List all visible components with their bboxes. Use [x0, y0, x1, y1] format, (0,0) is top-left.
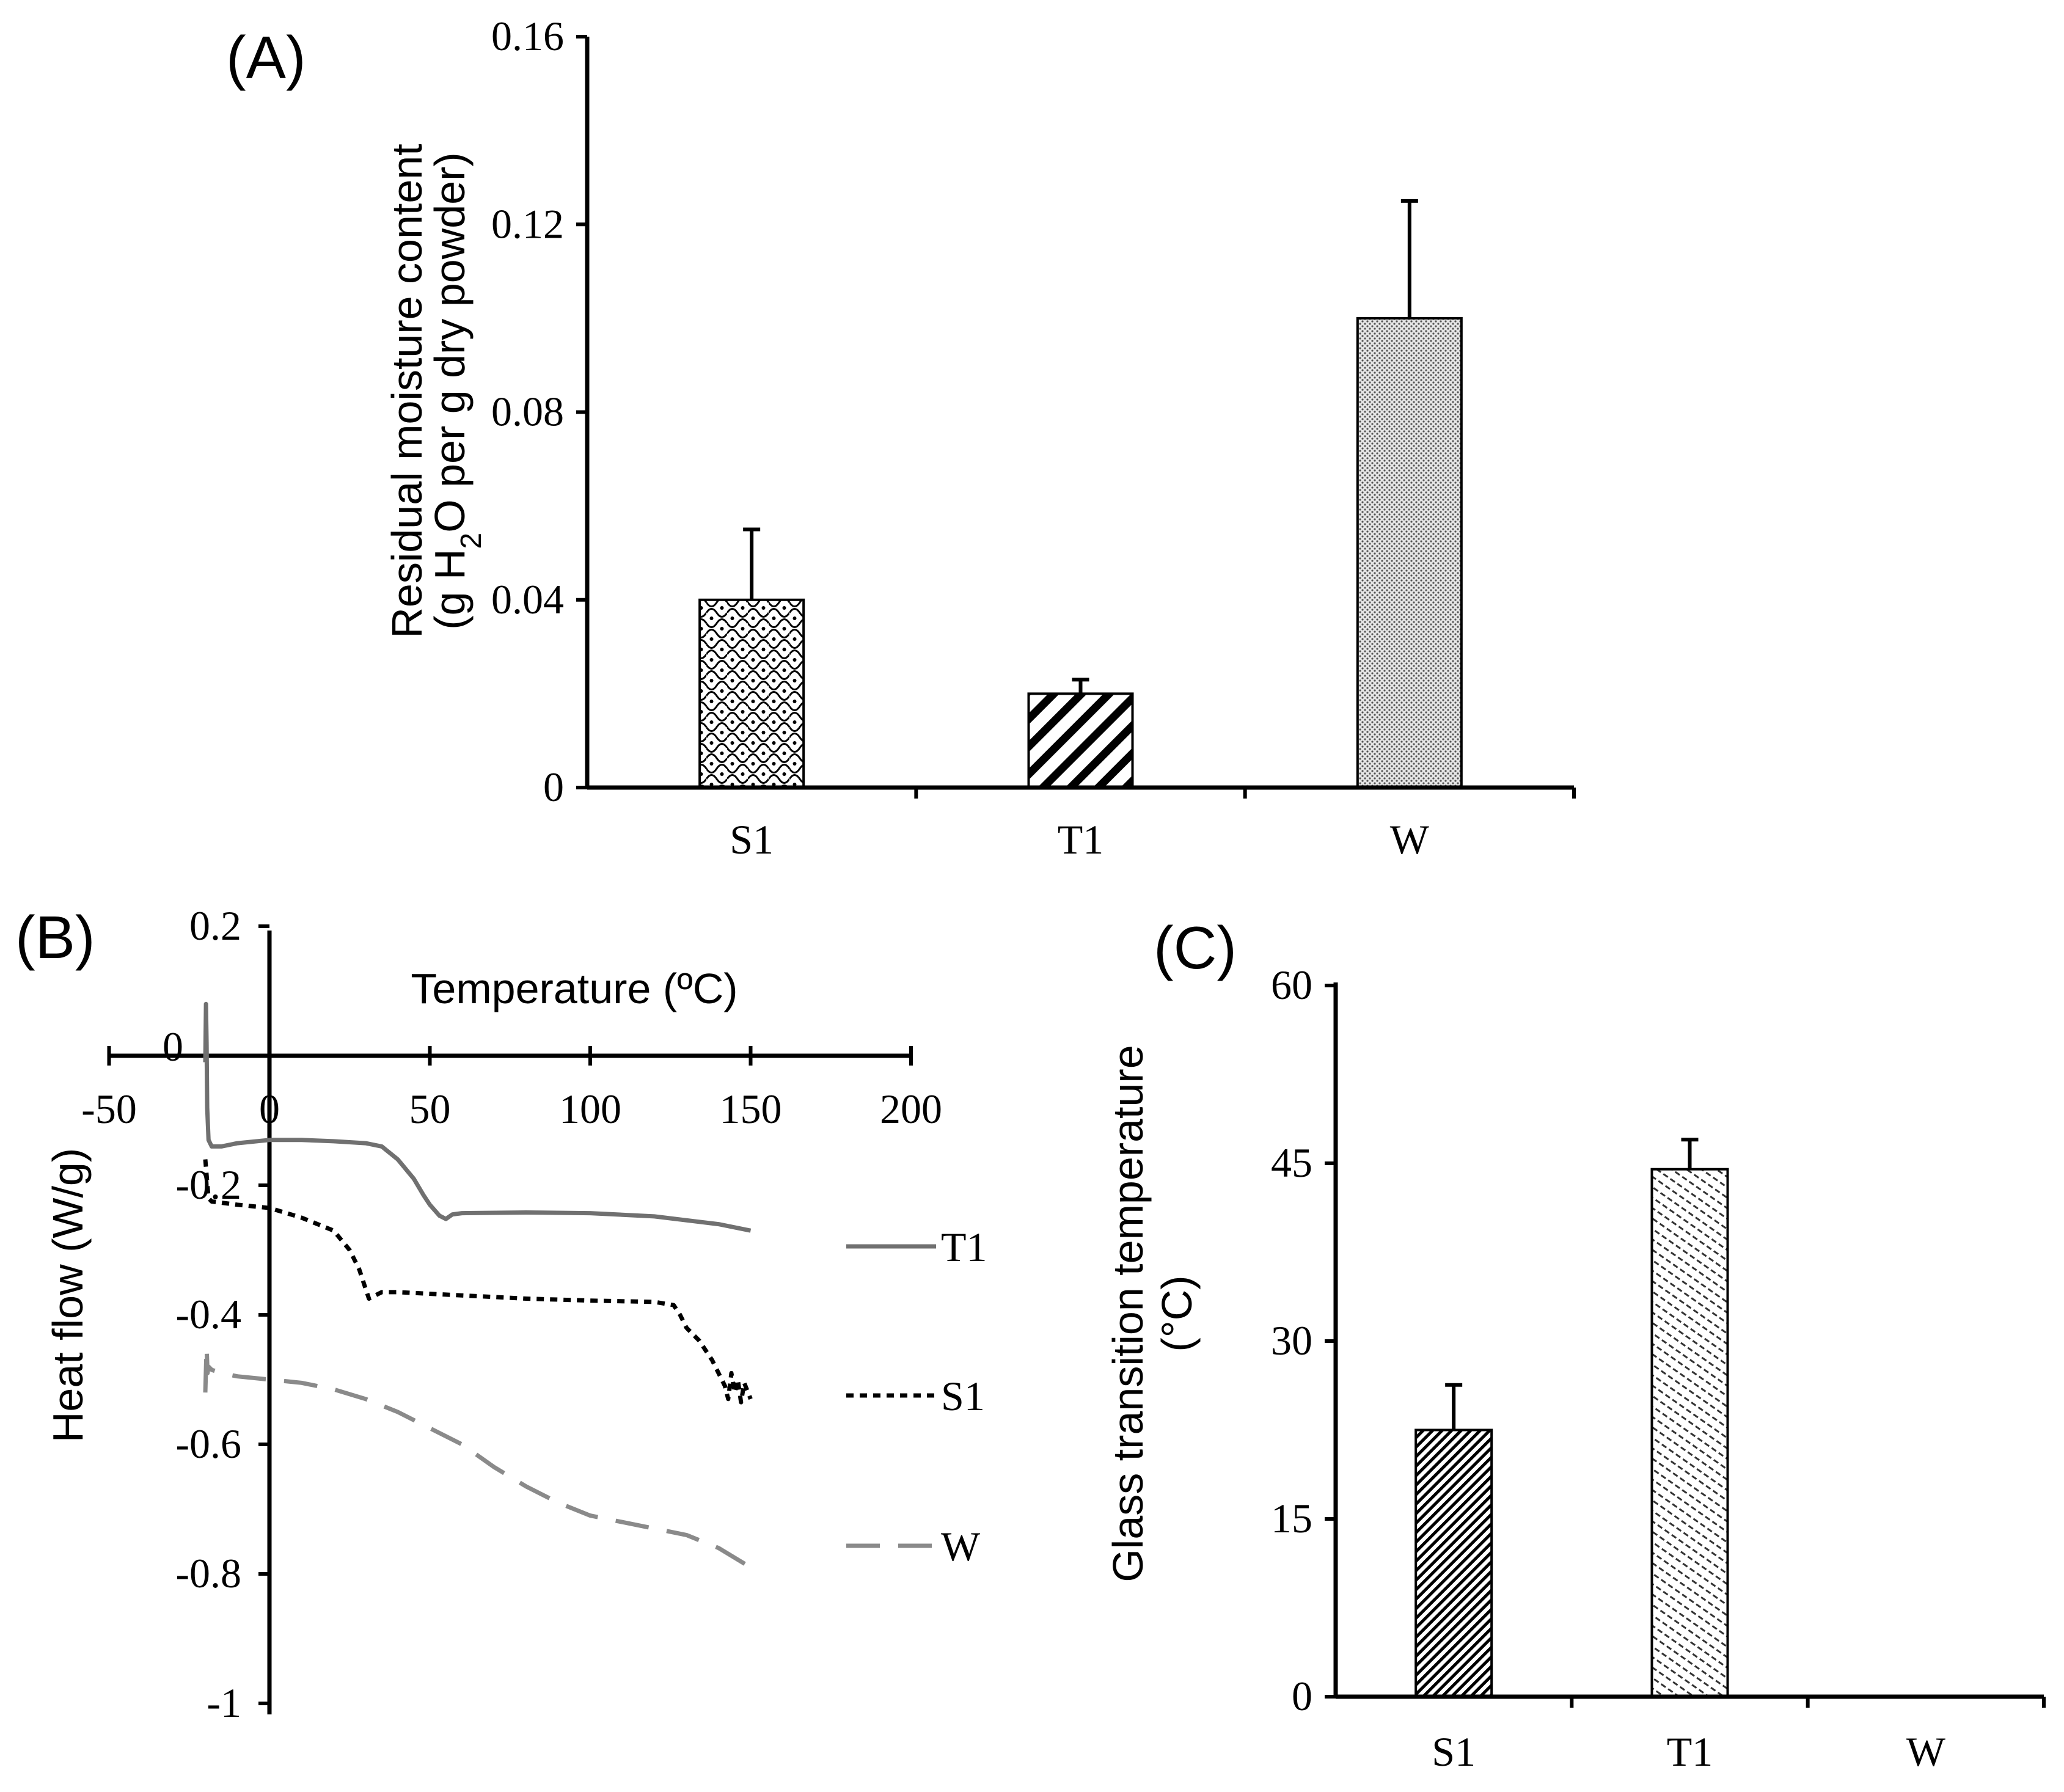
panel-c-y-title-line1: Glass transition temperature [1104, 1045, 1152, 1582]
panel-a-category-label: W [1390, 816, 1430, 863]
panel-c-y-title: Glass transition temperature (°C) [1104, 1045, 1201, 1582]
panel-c-y-tick-label: 60 [1271, 962, 1312, 1008]
panel-c-y-ticks: 0 15 30 45 60 [1271, 962, 1336, 1719]
panel-b-x-tick-label: 150 [720, 1086, 782, 1132]
panel-b-x-ticks: -50 0 50 100 150 200 [81, 1046, 942, 1132]
panel-c-category-label: T1 [1667, 1728, 1713, 1775]
panel-a-y-tick-label: 0.16 [491, 13, 564, 59]
panel-b-y-tick-label: -1 [207, 1680, 241, 1726]
panel-c-y-title-line2: (°C) [1153, 1275, 1201, 1351]
panel-c-bar-t1 [1650, 1168, 1729, 1698]
panel-c-category-label: S1 [1432, 1728, 1476, 1775]
panel-b-y-tick-label: -0.8 [175, 1550, 241, 1596]
panel-b-x-tick-label: 200 [880, 1086, 942, 1132]
panel-b-y-title: Heat flow (W/g) [44, 1148, 92, 1443]
panel-a-bar-w [1356, 316, 1463, 789]
panel-c-bars [1414, 1138, 1729, 1698]
panel-b-series-t1 [203, 1001, 752, 1233]
panel-b-x-tick-label: 50 [409, 1086, 451, 1132]
panel-c-y-tick-label: 45 [1271, 1139, 1312, 1186]
panel-b-label: (B) [15, 904, 95, 971]
panel-a-y-title-line1: Residual moisture content [383, 144, 431, 638]
panel-b-legend-label-s1: S1 [941, 1373, 985, 1419]
panel-b-y-tick-label: -0.4 [175, 1291, 241, 1337]
panel-b-y-tick-label: 0.2 [189, 902, 241, 949]
panel-b-x-tick-label: 100 [559, 1086, 621, 1132]
panel-b-series-w [203, 1345, 752, 1570]
panel-a-category-label: S1 [730, 816, 774, 863]
panel-a-y-title-part1: (g H [426, 549, 474, 629]
panel-a-y-tick-label: 0.04 [491, 576, 564, 623]
panel-b-x-tick-label: -50 [81, 1086, 137, 1132]
panel-a-y-tick-label: 0.12 [491, 200, 564, 247]
panel-c-y-tick-label: 30 [1271, 1317, 1312, 1364]
panel-b-y-title-wrap: Heat flow (W/g) [44, 1148, 92, 1443]
panel-c-y-tick-label: 15 [1271, 1495, 1312, 1541]
panel-b-legend: T1 S1 W [846, 1224, 987, 1570]
panel-a-y-title-subscript: 2 [455, 533, 488, 549]
panel-b-legend-label-t1: T1 [941, 1224, 987, 1270]
panel-c-y-tick-label: 0 [1292, 1673, 1312, 1719]
panel-c-category-label: W [1906, 1728, 1946, 1775]
panel-b-x-title: Temperature (ºC) [411, 965, 737, 1012]
panel-b-y-tick-label: -0.2 [175, 1161, 241, 1208]
panel-c-x-ticks: S1 T1 W [1432, 1697, 2046, 1775]
panel-a-y-title: Residual moisture content (g H2O per g d… [383, 144, 488, 638]
panel-b-series-s1 [203, 1159, 753, 1405]
panel-b-y-tick-label: -0.6 [175, 1421, 241, 1467]
panel-a-x-ticks: S1 T1 W [730, 788, 1576, 863]
panel-b-y-ticks: 0.2 0 -0.2 -0.4 -0.6 -0.8 -1 [163, 902, 269, 1726]
panel-a-y-ticks: 0 0.04 0.08 0.12 0.16 [491, 13, 587, 810]
panel-a-y-tick-label: 0.08 [491, 389, 564, 435]
panel-a-y-title-line2: (g H2O per g dry powder) [426, 152, 488, 629]
panel-a-bar-s1 [698, 598, 805, 789]
panel-b: (B) Heat flow (W/g) Temperature (ºC) 0.2… [15, 902, 987, 1726]
panel-a: (A) Residual moisture content (g H2O per… [226, 13, 1576, 863]
panel-a-bar-t1 [1027, 692, 1134, 789]
panel-a-bars [698, 199, 1463, 789]
panel-b-series [203, 1001, 753, 1570]
panel-a-category-label: T1 [1058, 816, 1104, 863]
panel-a-y-title-part2: O per g dry powder) [426, 152, 474, 532]
panel-c: (C) Glass transition temperature (°C) 0 1… [1104, 914, 2046, 1775]
panel-a-label: (A) [226, 24, 306, 91]
panel-c-label: (C) [1154, 914, 1237, 981]
panel-a-y-tick-label: 0 [543, 764, 564, 810]
panel-c-bar-s1 [1414, 1428, 1493, 1698]
panel-b-legend-label-w: W [941, 1523, 981, 1570]
panel-b-y-tick-label: 0 [163, 1023, 183, 1070]
